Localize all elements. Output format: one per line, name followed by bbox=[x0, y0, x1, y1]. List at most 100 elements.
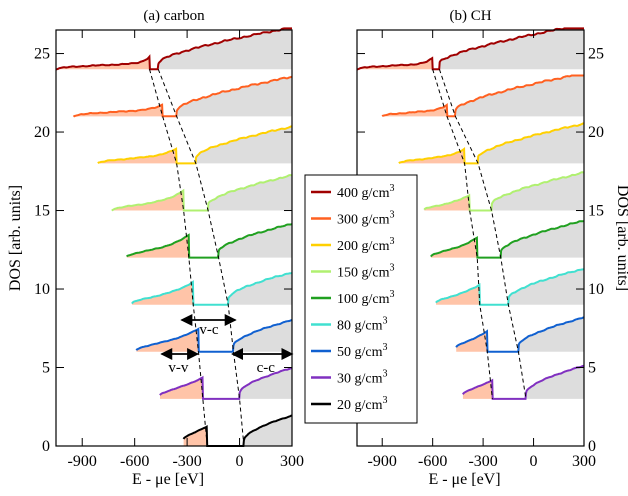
series-line bbox=[97, 125, 293, 165]
legend-label-text: 20 g/cm bbox=[337, 398, 383, 413]
y-tick-label: 15 bbox=[34, 203, 50, 220]
legend-label: 30 g/cm3 bbox=[337, 369, 388, 387]
legend-label-superscript: 3 bbox=[383, 369, 388, 380]
y-tick-label: 10 bbox=[34, 281, 50, 298]
series-line bbox=[462, 364, 585, 400]
legend-label: 400 g/cm3 bbox=[337, 183, 395, 201]
y-tick-label: 5 bbox=[42, 360, 50, 377]
series-line bbox=[125, 223, 292, 259]
series-line bbox=[435, 268, 584, 306]
y-tick-label: 0 bbox=[42, 438, 50, 455]
series-line bbox=[72, 75, 293, 118]
x-axis-label: E - μe [eV] bbox=[428, 471, 500, 488]
conduction-fill bbox=[196, 126, 292, 164]
legend-label-superscript: 3 bbox=[390, 183, 395, 194]
conduction-fill bbox=[208, 175, 292, 211]
series-line bbox=[398, 122, 584, 165]
x-tick-label: 300 bbox=[280, 453, 304, 470]
conduction-fill bbox=[518, 317, 584, 352]
x-tick-label: -600 bbox=[418, 453, 447, 470]
series-line bbox=[131, 271, 293, 306]
legend-label-superscript: 3 bbox=[383, 395, 388, 406]
x-tick-label: -900 bbox=[368, 453, 397, 470]
conduction-fill bbox=[491, 172, 584, 211]
x-tick-label: 300 bbox=[572, 453, 596, 470]
valence-fill bbox=[111, 190, 184, 211]
panel-title: (a) carbon bbox=[143, 8, 205, 24]
conduction-fill bbox=[508, 269, 584, 305]
x-tick-label: -600 bbox=[120, 453, 149, 470]
legend-label-superscript: 3 bbox=[390, 236, 395, 247]
y-tick-label: 0 bbox=[588, 438, 596, 455]
valence-fill bbox=[357, 58, 433, 70]
conduction-fill bbox=[501, 221, 584, 258]
series-line bbox=[55, 27, 292, 71]
edge-guide-line bbox=[438, 69, 527, 399]
legend-label-text: 80 g/cm bbox=[337, 319, 383, 334]
plot-frame bbox=[55, 29, 293, 447]
series-line bbox=[135, 319, 293, 353]
legend-label-text: 200 g/cm bbox=[337, 239, 390, 254]
legend-label: 300 g/cm3 bbox=[337, 210, 395, 228]
legend-label-text: 300 g/cm bbox=[337, 213, 390, 228]
legend-label: 100 g/cm3 bbox=[337, 289, 395, 307]
legend-label: 50 g/cm3 bbox=[337, 342, 388, 360]
conduction-fill bbox=[176, 76, 292, 117]
valence-fill bbox=[462, 380, 493, 399]
panel-title: (b) CH bbox=[449, 8, 491, 24]
series-line bbox=[455, 316, 585, 353]
conduction-fill bbox=[228, 272, 292, 305]
legend-label-superscript: 3 bbox=[390, 289, 395, 300]
legend-label-text: 150 g/cm bbox=[337, 266, 390, 281]
legend-label-text: 30 g/cm bbox=[337, 372, 383, 387]
annotation-c-c: c-c bbox=[257, 360, 276, 376]
valence-fill bbox=[126, 235, 190, 258]
edge-guide-line bbox=[157, 69, 245, 447]
y-axis-label: DOS [arb. units] bbox=[7, 185, 24, 291]
valence-fill bbox=[430, 237, 478, 258]
x-tick-label: -300 bbox=[172, 453, 201, 470]
legend-label-text: 100 g/cm bbox=[337, 292, 390, 307]
legend-label-superscript: 3 bbox=[390, 210, 395, 221]
y-tick-label: 20 bbox=[34, 124, 50, 141]
peak-guide-line bbox=[149, 69, 208, 447]
conduction-fill bbox=[439, 28, 584, 70]
conduction-fill bbox=[158, 28, 292, 70]
valence-fill bbox=[183, 426, 208, 446]
legend-label-superscript: 3 bbox=[383, 316, 388, 327]
legend-label-text: 400 g/cm bbox=[337, 186, 390, 201]
panel-carbon: -900 -600 -300 0 300 0 5 10 15 20 25 (a) carbon E - … bbox=[7, 8, 304, 488]
y-tick-label: 5 bbox=[588, 360, 596, 377]
x-tick-label: 0 bbox=[530, 453, 538, 470]
series-line bbox=[356, 27, 584, 71]
legend-label: 20 g/cm3 bbox=[337, 395, 388, 413]
conduction-fill bbox=[478, 123, 584, 164]
annotation-v-c: v-c bbox=[199, 322, 218, 338]
x-tick-label: 0 bbox=[236, 453, 244, 470]
y-tick-label: 15 bbox=[588, 203, 604, 220]
conduction-fill bbox=[239, 368, 292, 399]
y-tick-label: 25 bbox=[34, 46, 50, 63]
conduction-fill bbox=[525, 365, 584, 399]
annotation-v-v: v-v bbox=[168, 360, 188, 376]
legend-label-superscript: 3 bbox=[383, 342, 388, 353]
x-axis-label: E - μe [eV] bbox=[132, 471, 204, 488]
x-tick-label: -900 bbox=[68, 453, 97, 470]
annotation-group: v-c v-v c-c bbox=[160, 314, 294, 376]
series-line bbox=[381, 74, 584, 118]
y-tick-label: 25 bbox=[588, 46, 604, 63]
series-line bbox=[159, 367, 293, 400]
y-tick-label: 10 bbox=[588, 281, 604, 298]
conduction-fill bbox=[218, 224, 292, 258]
series-line bbox=[430, 220, 584, 259]
series-line bbox=[423, 171, 584, 212]
y-axis-label: DOS [arb. units] bbox=[614, 185, 628, 291]
legend-label: 80 g/cm3 bbox=[337, 316, 388, 334]
legend-label: 200 g/cm3 bbox=[337, 236, 395, 254]
x-tick-label: -300 bbox=[468, 453, 497, 470]
peak-guide-line bbox=[432, 69, 493, 399]
legend-label-text: 50 g/cm bbox=[337, 345, 383, 360]
conduction-fill bbox=[243, 415, 292, 446]
